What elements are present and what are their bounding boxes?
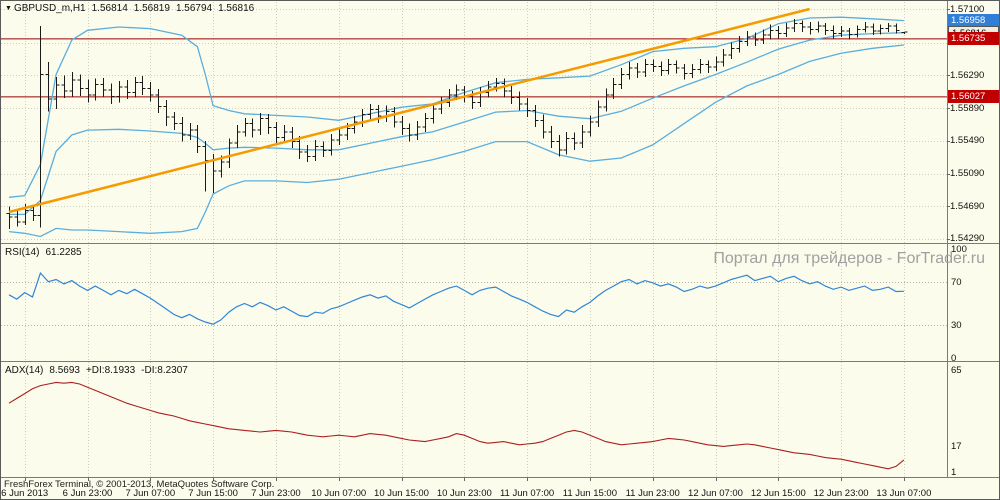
bollinger-lower-band	[8, 44, 904, 238]
time-axis-label: 7 Jun 15:00	[188, 488, 238, 499]
time-axis-label: 10 Jun 15:00	[374, 488, 429, 499]
trend-line[interactable]	[8, 7, 811, 214]
adx-scale-label: 17	[951, 441, 962, 453]
watermark: Портал для трейдеров - ForTrader.ru	[713, 250, 985, 267]
time-axis-label: 11 Jun 23:00	[625, 488, 680, 499]
time-axis-label: 7 Jun 23:00	[251, 488, 301, 499]
time-axis-label: 13 Jun 07:00	[876, 488, 932, 499]
time-axis-label: 7 Jun 07:00	[125, 488, 176, 499]
price-axis-label: 1.55890	[950, 102, 985, 114]
hline-upper-value-label: 1.56735	[948, 32, 999, 46]
ohlc-high: 1.56819	[133, 3, 170, 14]
price-axis-label: 1.55490	[950, 135, 985, 147]
rsi-scale-label: 30	[951, 320, 962, 332]
adx-line	[8, 381, 905, 470]
hline-lower-value-label: 1.56027	[948, 90, 999, 104]
bollinger-upper-value-label: 1.56958	[948, 14, 999, 28]
ohlc-low: 1.56794	[175, 3, 213, 14]
bollinger-middle-band	[9, 32, 904, 216]
rsi-scale-label: 100	[951, 244, 967, 255]
price-axis-label: 1.54690	[950, 200, 985, 212]
symbol-marker-icon: ▼	[5, 5, 12, 12]
price-axis-label: 1.57100	[950, 3, 985, 15]
time-axis-label: 11 Jun 15:00	[562, 488, 618, 499]
time-axis-label: 12 Jun 07:00	[688, 488, 743, 499]
rsi-value: 61.2285	[45, 247, 82, 258]
adx-indicator-label: ADX(14) 8.5693 +DI:8.1933 -DI:8.2307	[5, 365, 194, 376]
adx-value: 8.5693	[49, 365, 80, 376]
bollinger-upper-band	[8, 16, 904, 198]
rsi-scale-label: 0	[951, 353, 957, 364]
adx-plus-di-value: +DI:8.1933	[85, 365, 136, 376]
chart-legend: ▼ GBPUSD_m,H1 1.56814 1.56819 1.56794 1.56816	[5, 3, 260, 14]
rsi-name: RSI(14)	[5, 247, 40, 258]
time-axis-label: 6 Jun 2013	[1, 488, 49, 499]
time-axis-label: 11 Jun 07:00	[499, 488, 555, 499]
rsi-scale-label: 70	[951, 276, 962, 288]
price-axis-label: 1.54290	[950, 233, 985, 245]
price-axis-label: 1.56290	[950, 69, 985, 81]
adx-scale-label: 1	[951, 467, 957, 478]
symbol-period-label: GBPUSD_m,H1	[13, 3, 86, 14]
ohlc-close: 1.56816	[218, 3, 255, 14]
rsi-line	[8, 271, 904, 325]
time-axis-label: 12 Jun 15:00	[750, 488, 806, 499]
ohlc-open: 1.56814	[91, 3, 128, 14]
time-axis-label: 10 Jun 23:00	[436, 488, 492, 499]
time-axis-label: 10 Jun 07:00	[311, 488, 367, 499]
time-axis-label: 12 Jun 23:00	[813, 488, 869, 499]
adx-scale-label: 65	[951, 364, 962, 376]
adx-minus-di-value: -DI:8.2307	[141, 365, 188, 376]
price-axis-label: 1.55090	[950, 168, 985, 180]
copyright-text: FreshForex Terminal, © 2001-2013, MetaQu…	[4, 479, 275, 490]
adx-name: ADX(14)	[5, 365, 44, 376]
rsi-indicator-label: RSI(14) 61.2285	[5, 247, 88, 258]
time-axis-label: 6 Jun 23:00	[62, 488, 113, 499]
